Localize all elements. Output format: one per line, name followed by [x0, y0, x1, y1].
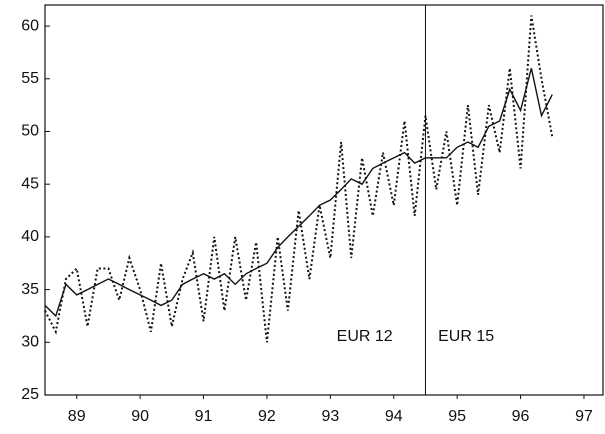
y-tick-label: 25: [21, 386, 39, 403]
annotation: EUR 15: [438, 328, 494, 345]
x-tick-label: 95: [448, 408, 466, 425]
annotation: EUR 12: [337, 328, 393, 345]
y-tick-label: 45: [21, 175, 39, 192]
x-tick-label: 96: [512, 408, 530, 425]
x-tick-label: 90: [131, 408, 149, 425]
data-line: [44, 68, 553, 318]
y-tick-label: 50: [21, 123, 39, 140]
y-tick-label: 30: [21, 334, 39, 351]
x-tick-label: 97: [575, 408, 593, 425]
data-line: [44, 15, 554, 343]
y-tick-label: 35: [21, 281, 39, 298]
y-tick-label: 40: [21, 228, 39, 245]
x-tick-label: 89: [68, 408, 86, 425]
x-tick-label: 92: [258, 408, 276, 425]
plot-frame: [44, 4, 604, 396]
x-tick-label: 91: [195, 408, 213, 425]
y-tick-label: 55: [21, 70, 39, 87]
x-tick-label: 93: [321, 408, 339, 425]
y-tick-label: 60: [21, 17, 39, 34]
x-tick-label: 94: [385, 408, 403, 425]
